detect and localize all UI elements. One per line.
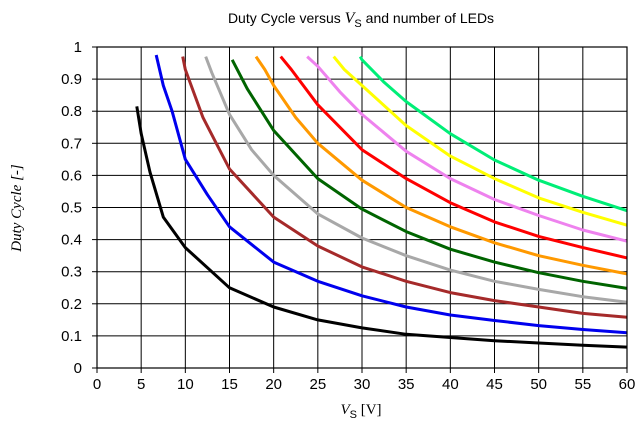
x-tick-label-6: 30	[354, 376, 371, 393]
x-tick-label-11: 55	[574, 376, 591, 393]
x-tick-label-10: 50	[530, 376, 547, 393]
y-tick-label-10: 1	[74, 39, 82, 56]
y-tick-labels: 0 0.1 0.2 0.3 0.4 0.5 0.6 0.7 0.8 0.9 1	[61, 39, 82, 377]
y-tick-label-0: 0	[74, 360, 82, 377]
x-axis-title-unit: [V]	[357, 402, 382, 418]
x-tick-label-2: 10	[177, 376, 194, 393]
y-tick-label-4: 0.4	[61, 232, 82, 249]
chart-title-prefix: Duty Cycle versus	[228, 10, 345, 26]
series-line-10	[358, 55, 628, 213]
x-tick-labels: 0 5 10 15 20 25 30 35 40 45 50 55 60	[93, 376, 636, 393]
tick-marks	[92, 46, 628, 373]
chart-title-suffix: and number of LEDs	[362, 10, 494, 26]
series-line-5	[230, 59, 628, 290]
series-line-7	[279, 55, 628, 260]
x-axis-title-symbol: V	[340, 402, 351, 418]
plot-frame	[96, 46, 628, 369]
grid-lines	[97, 47, 627, 368]
x-tick-label-5: 25	[309, 376, 326, 393]
chart-title-subscript: S	[354, 18, 361, 30]
x-tick-label-9: 45	[486, 376, 503, 393]
y-tick-label-9: 0.9	[61, 71, 82, 88]
x-tick-label-12: 60	[619, 376, 636, 393]
x-tick-label-0: 0	[93, 376, 101, 393]
chart-title-symbol: V	[345, 10, 357, 27]
x-tick-label-8: 40	[442, 376, 459, 393]
series-line-8	[306, 55, 628, 243]
x-tick-label-1: 5	[137, 376, 145, 393]
y-axis-title: Duty Cycle [-]	[9, 164, 25, 253]
y-tick-label-5: 0.5	[61, 200, 82, 217]
x-axis-title: VS [V]	[340, 402, 381, 421]
series-line-6	[254, 55, 628, 276]
series-line-3	[181, 56, 628, 319]
series-line-4	[204, 56, 628, 304]
series-line-9	[332, 55, 628, 227]
chart-title: Duty Cycle versus VS and number of LEDs	[228, 10, 494, 30]
x-tick-label-3: 15	[221, 376, 238, 393]
y-tick-label-8: 0.8	[61, 103, 82, 120]
y-tick-label-3: 0.3	[61, 264, 82, 281]
series-group	[135, 54, 628, 349]
y-tick-label-2: 0.2	[61, 296, 82, 313]
y-tick-label-7: 0.7	[61, 135, 82, 152]
series-line-1	[135, 106, 628, 349]
x-tick-label-4: 20	[265, 376, 282, 393]
x-tick-label-7: 35	[398, 376, 415, 393]
y-tick-label-6: 0.6	[61, 167, 82, 184]
y-tick-label-1: 0.1	[61, 328, 82, 345]
series-line-2	[154, 54, 628, 335]
x-axis-title-subscript: S	[350, 409, 357, 421]
